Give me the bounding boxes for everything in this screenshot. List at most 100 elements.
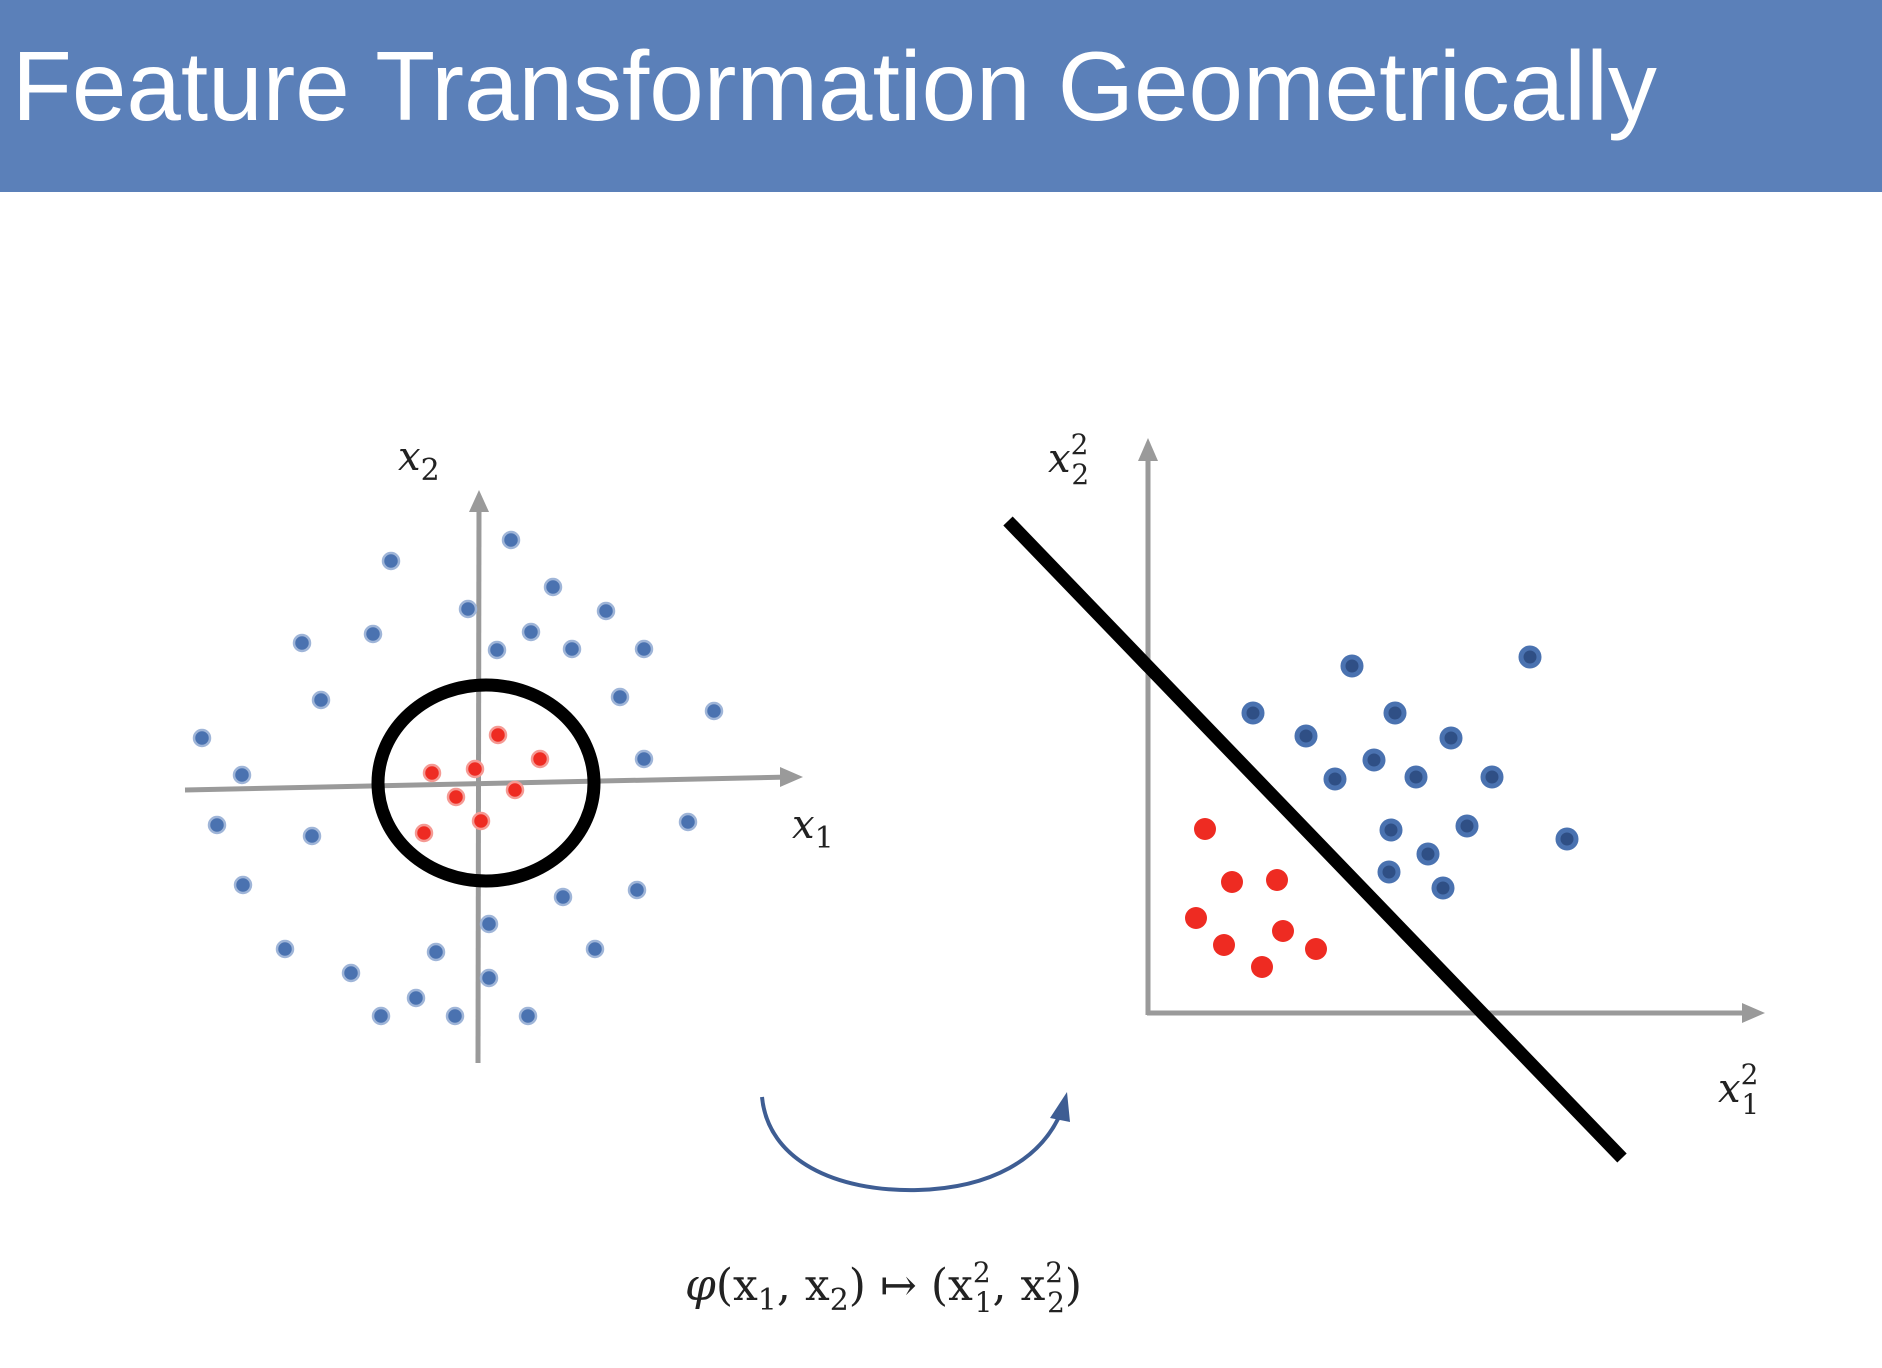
blue-class-point bbox=[302, 826, 322, 846]
blue-class-point bbox=[627, 880, 647, 900]
right-y-label-sub: 2 bbox=[1071, 458, 1089, 491]
blue-class-point bbox=[406, 988, 426, 1008]
blue-class-point bbox=[1340, 654, 1364, 678]
right-y-label-var: x bbox=[1048, 436, 1071, 482]
left-plot: x1 x2 bbox=[184, 434, 834, 1064]
blue-class-point bbox=[341, 963, 361, 983]
blue-class-point bbox=[1377, 860, 1401, 884]
blue-class-point bbox=[479, 914, 499, 934]
blue-class-point bbox=[543, 577, 563, 597]
red-class-point bbox=[1305, 938, 1327, 960]
red-class-point bbox=[446, 787, 466, 807]
blue-class-point bbox=[1431, 876, 1455, 900]
blue-class-point bbox=[363, 624, 383, 644]
blue-class-point bbox=[678, 812, 698, 832]
right-x-axis-label: x2 1 bbox=[1718, 1058, 1759, 1121]
linear-decision-boundary bbox=[1003, 516, 1627, 1163]
red-class-point bbox=[1251, 956, 1273, 978]
blue-class-point bbox=[1383, 701, 1407, 725]
formula-rhs-close: ) bbox=[1065, 1260, 1082, 1311]
blue-class-point bbox=[458, 599, 478, 619]
left-y-label-sub: 2 bbox=[421, 453, 440, 488]
formula-mapsto: ↦ bbox=[880, 1260, 917, 1311]
blue-class-point bbox=[562, 639, 582, 659]
formula-sub1: 1 bbox=[758, 1283, 777, 1318]
right-y-label-sup: 2 bbox=[1071, 428, 1089, 461]
blue-class-point bbox=[1241, 701, 1265, 725]
formula-sub-a: 1 bbox=[975, 1286, 993, 1319]
curved-arrow-shaft bbox=[760, 1096, 1064, 1193]
blue-class-point bbox=[233, 875, 253, 895]
right-x-label-sup: 2 bbox=[1741, 1058, 1759, 1091]
left-x-axis-label: x1 bbox=[792, 802, 834, 856]
blue-class-point bbox=[610, 687, 630, 707]
formula-rhs-comma: , x bbox=[992, 1260, 1045, 1311]
blue-class-point bbox=[1439, 726, 1463, 750]
blue-class-point bbox=[518, 1006, 538, 1026]
right-x-label-var: x bbox=[1718, 1066, 1741, 1112]
blue-class-point bbox=[1323, 767, 1347, 791]
formula-sub2: 2 bbox=[830, 1283, 849, 1318]
red-class-point bbox=[1221, 871, 1243, 893]
red-class-point bbox=[488, 725, 508, 745]
mapping-formula: φ(x1, x2) ↦ (x2 1, x2 2) bbox=[685, 1256, 1082, 1319]
formula-sup-a: 2 bbox=[973, 1256, 991, 1289]
blue-class-point bbox=[1555, 827, 1579, 851]
right-x-label-sub: 1 bbox=[1741, 1088, 1759, 1121]
blue-class-point bbox=[585, 939, 605, 959]
right-x-axis-arrowhead bbox=[1742, 1003, 1765, 1023]
blue-class-point bbox=[1379, 818, 1403, 842]
right-y-axis-label: x2 2 bbox=[1048, 428, 1089, 491]
blue-class-point bbox=[445, 1006, 465, 1026]
blue-class-point bbox=[1416, 842, 1440, 866]
right-y-axis-arrowhead bbox=[1138, 438, 1158, 461]
blue-class-point bbox=[371, 1006, 391, 1026]
right-plot: x2 1 x2 2 bbox=[1003, 428, 1765, 1163]
left-blue-points bbox=[192, 530, 724, 1026]
blue-class-point bbox=[487, 640, 507, 660]
left-x-label-sub: 1 bbox=[815, 821, 834, 856]
red-class-point bbox=[1194, 818, 1216, 840]
right-red-points bbox=[1185, 818, 1327, 978]
blue-class-point bbox=[1294, 724, 1318, 748]
red-class-point bbox=[471, 811, 491, 831]
formula-rhs-open: (x bbox=[931, 1260, 973, 1311]
blue-class-point bbox=[596, 601, 616, 621]
blue-class-point bbox=[704, 701, 724, 721]
page-title: Feature Transformation Geometrically bbox=[12, 31, 1657, 141]
formula-comma: , x bbox=[777, 1260, 830, 1311]
formula-close: ) bbox=[849, 1260, 866, 1311]
blue-class-point bbox=[1455, 814, 1479, 838]
blue-class-point bbox=[501, 530, 521, 550]
blue-class-point bbox=[479, 968, 499, 988]
blue-class-point bbox=[426, 942, 446, 962]
blue-class-point bbox=[292, 633, 312, 653]
red-class-point bbox=[465, 759, 485, 779]
blue-class-point bbox=[207, 815, 227, 835]
blue-class-point bbox=[311, 690, 331, 710]
blue-class-point bbox=[1518, 645, 1542, 669]
left-x-axis bbox=[184, 774, 791, 793]
left-y-axis-label: x2 bbox=[398, 434, 440, 488]
blue-class-point bbox=[1404, 765, 1428, 789]
red-class-point bbox=[1185, 907, 1207, 929]
left-y-axis-arrowhead bbox=[469, 490, 489, 512]
right-blue-points bbox=[1241, 645, 1579, 900]
formula-phi: φ bbox=[685, 1260, 716, 1311]
formula-args: (x bbox=[716, 1260, 758, 1311]
blue-class-point bbox=[192, 728, 212, 748]
blue-class-point bbox=[381, 551, 401, 571]
red-class-point bbox=[1272, 920, 1294, 942]
red-class-point bbox=[1213, 934, 1235, 956]
title-bar: Feature Transformation Geometrically bbox=[0, 0, 1882, 192]
red-class-point bbox=[422, 763, 442, 783]
blue-class-point bbox=[232, 765, 252, 785]
left-y-label-var: x bbox=[398, 434, 421, 480]
blue-class-point bbox=[1480, 765, 1504, 789]
formula-sub-b: 2 bbox=[1047, 1286, 1065, 1319]
blue-class-point bbox=[634, 639, 654, 659]
left-x-label-var: x bbox=[792, 802, 815, 848]
blue-class-point bbox=[634, 749, 654, 769]
transformation-arrow bbox=[760, 1092, 1070, 1193]
